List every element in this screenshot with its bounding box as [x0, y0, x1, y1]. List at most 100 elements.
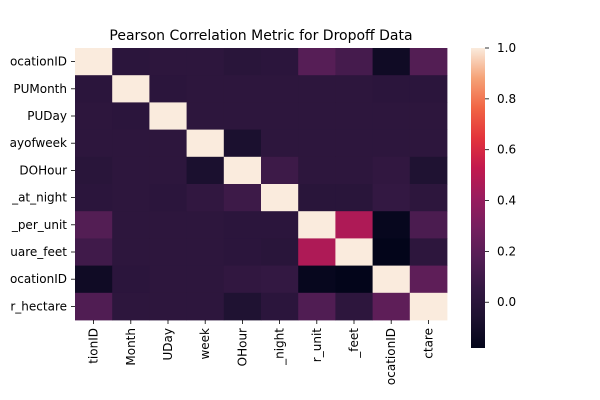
colorbar-tick-label: 0.8 — [497, 92, 516, 106]
heatmap-cell — [335, 75, 373, 103]
heatmap-cell — [149, 211, 187, 239]
heatmap-cell — [335, 184, 373, 212]
heatmap-cell — [372, 75, 411, 103]
row-labels: ocationID PUMonth PUDay ayofweek DOHour _at_n… — [10, 55, 75, 313]
heatmap-cell — [372, 184, 411, 212]
heatmap-cell — [75, 75, 113, 103]
heatmap-cell — [372, 156, 411, 185]
heatmap-cell — [335, 156, 373, 185]
heatmap-cell — [112, 156, 150, 185]
heatmap-cell — [372, 292, 411, 321]
heatmap-cell — [261, 184, 299, 212]
heatmap-cell — [298, 102, 336, 130]
row-label: ocationID — [10, 272, 67, 286]
heatmap-cell — [372, 129, 411, 158]
heatmap-cell — [112, 211, 150, 239]
column-label: ctare — [421, 328, 435, 359]
colorbar-tick-label: 1.0 — [497, 41, 516, 55]
heatmap-cell — [372, 48, 411, 76]
column-label: Month — [124, 328, 138, 366]
heatmap-cell — [149, 75, 187, 103]
heatmap-cell — [223, 48, 262, 76]
row-label: r_hectare — [10, 299, 67, 313]
heatmap-cell — [335, 265, 373, 294]
colorbar-tick-label: 0.2 — [497, 244, 516, 258]
heatmap-cell — [261, 156, 299, 185]
heatmap-cells — [75, 48, 448, 321]
heatmap-cell — [149, 102, 187, 130]
heatmap-cell — [261, 265, 299, 294]
heatmap-cell — [261, 292, 299, 321]
row-label: _at_night — [11, 191, 67, 205]
heatmap-cell — [149, 292, 187, 321]
heatmap-cell — [298, 156, 336, 185]
heatmap-cell — [261, 211, 299, 239]
colorbar-ticks: 1.0 0.8 0.6 0.4 0.2 0.0 — [485, 41, 516, 309]
heatmap-cell — [186, 129, 225, 158]
heatmap-cell — [409, 265, 448, 294]
heatmap-cell — [75, 102, 113, 130]
row-label: PUDay — [27, 109, 67, 123]
heatmap-cell — [75, 184, 113, 212]
heatmap-cell — [298, 238, 336, 266]
heatmap-cell — [112, 129, 150, 158]
heatmap-cell — [223, 238, 262, 266]
heatmap-cell — [75, 265, 113, 294]
heatmap-cell — [409, 129, 448, 158]
heatmap-cell — [112, 292, 150, 321]
heatmap-cell — [223, 211, 262, 239]
heatmap-cell — [112, 102, 150, 130]
heatmap-cell — [298, 184, 336, 212]
column-label: tionID — [87, 328, 101, 364]
column-label: OHour — [235, 328, 249, 366]
heatmap-cell — [112, 238, 150, 266]
column-label: r_unit — [310, 328, 324, 362]
column-label: week — [198, 328, 212, 360]
heatmap-cell — [75, 211, 113, 239]
column-label: _night — [273, 328, 287, 366]
row-label: PUMonth — [13, 82, 67, 96]
heatmap-cell — [223, 184, 262, 212]
heatmap-cell — [298, 211, 336, 239]
heatmap-cell — [223, 102, 262, 130]
heatmap-cell — [223, 156, 262, 185]
heatmap-cell — [261, 75, 299, 103]
heatmap-cell — [186, 156, 225, 185]
heatmap-cell — [75, 292, 113, 321]
heatmap-cell — [261, 129, 299, 158]
heatmap-cell — [75, 129, 113, 158]
heatmap-cell — [223, 129, 262, 158]
heatmap-cell — [149, 156, 187, 185]
heatmap-cell — [112, 75, 150, 103]
heatmap-cell — [112, 48, 150, 76]
heatmap-cell — [186, 75, 225, 103]
heatmap-cell — [372, 265, 411, 294]
row-label: ocationID — [10, 55, 67, 69]
heatmap-cell — [186, 211, 225, 239]
heatmap-cell — [409, 48, 448, 76]
heatmap-cell — [298, 292, 336, 321]
column-label: ocationID — [384, 328, 398, 385]
heatmap-cell — [335, 211, 373, 239]
colorbar — [471, 48, 485, 348]
heatmap-cell — [409, 75, 448, 103]
heatmap-cell — [149, 238, 187, 266]
row-label: DOHour — [19, 163, 67, 177]
column-label: _feet — [347, 328, 361, 359]
heatmap-cell — [261, 48, 299, 76]
heatmap-cell — [149, 129, 187, 158]
colorbar-tick-label: 0.0 — [497, 295, 516, 309]
heatmap-cell — [409, 156, 448, 185]
heatmap-cell — [75, 156, 113, 185]
heatmap-cell — [261, 102, 299, 130]
column-label: UDay — [161, 328, 175, 360]
heatmap-cell — [75, 48, 113, 76]
colorbar-tick-label: 0.4 — [497, 194, 516, 208]
heatmap-cell — [335, 102, 373, 130]
heatmap-cell — [112, 184, 150, 212]
heatmap-cell — [409, 211, 448, 239]
heatmap-cell — [372, 238, 411, 266]
heatmap-cell — [149, 265, 187, 294]
row-label: ayofweek — [10, 136, 67, 150]
heatmap-cell — [149, 48, 187, 76]
